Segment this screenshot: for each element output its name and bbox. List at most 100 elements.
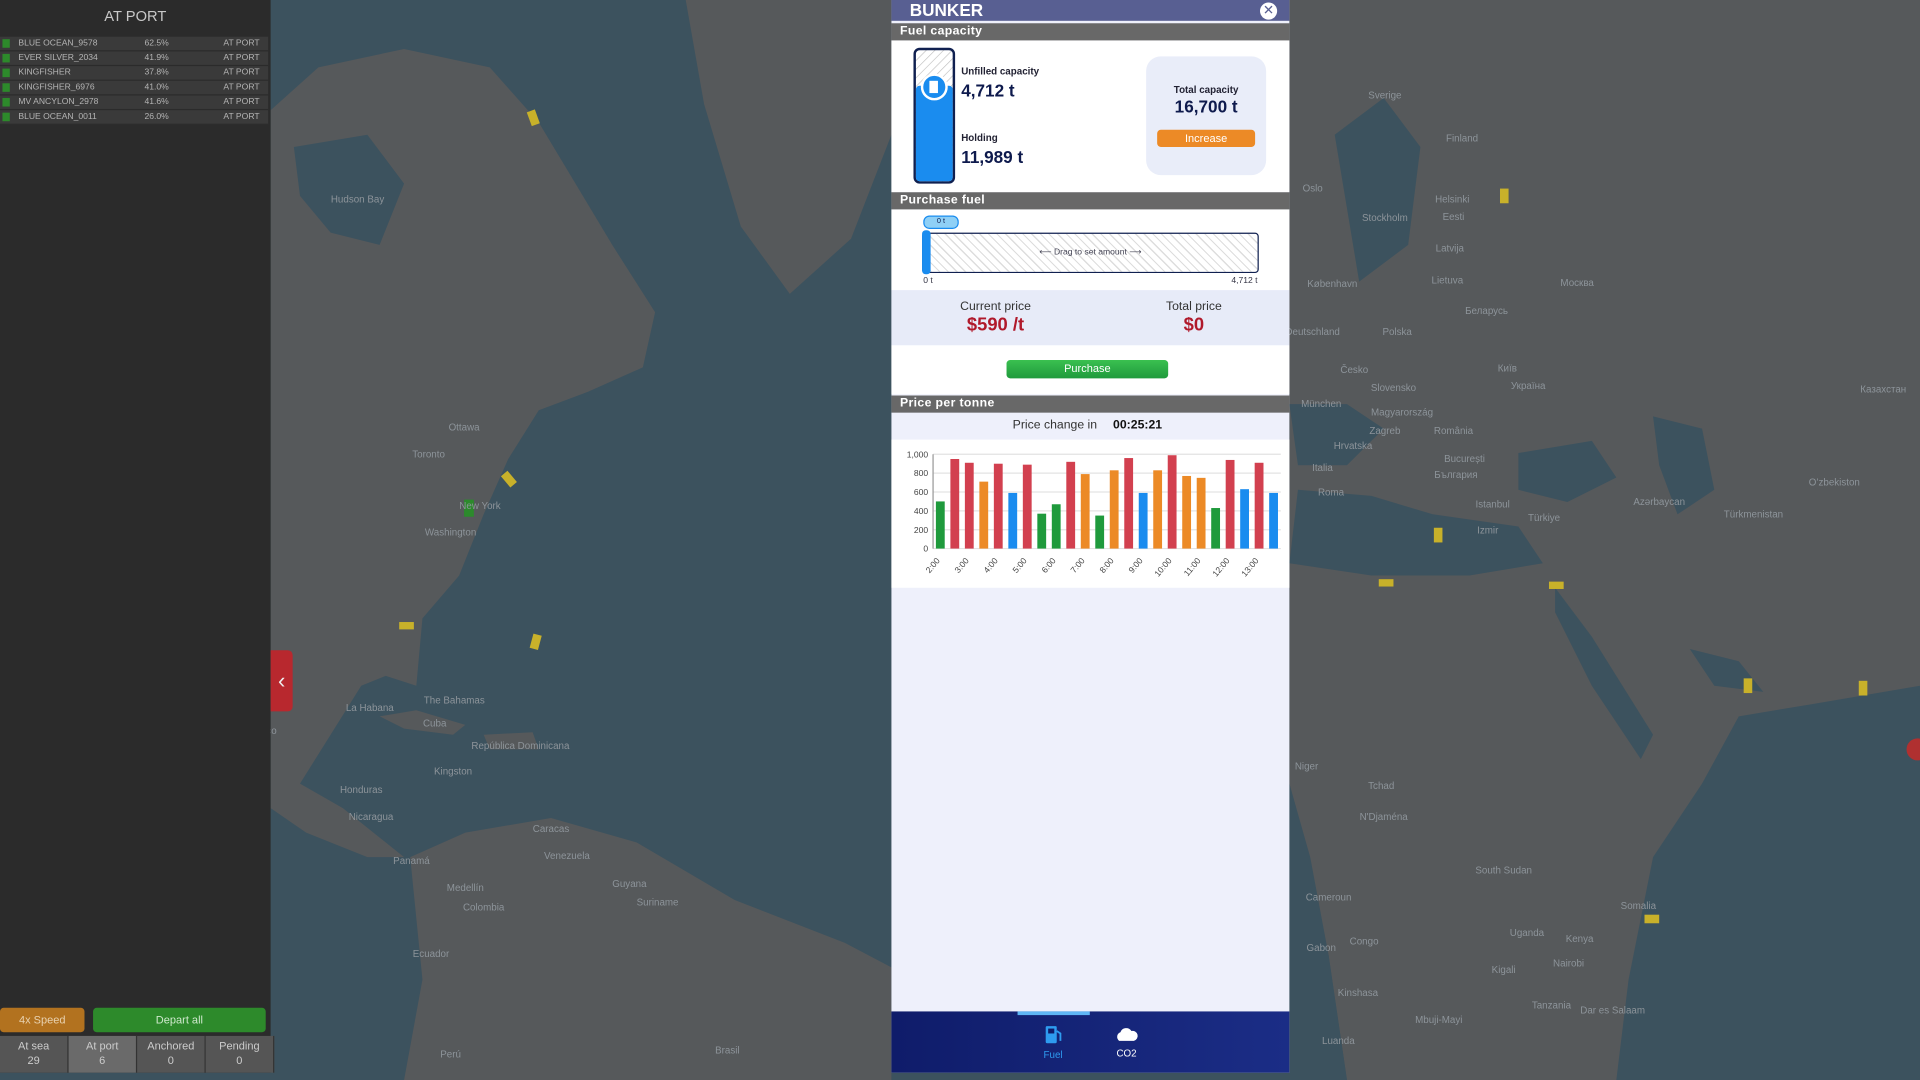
ship-fuel: 37.8% bbox=[144, 68, 169, 78]
co2-tab[interactable]: CO2 bbox=[1116, 1048, 1137, 1060]
fuel-tab[interactable]: Fuel bbox=[1043, 1049, 1063, 1061]
ship-status: AT PORT bbox=[223, 83, 260, 92]
slider-handle[interactable] bbox=[922, 230, 931, 275]
increase-button[interactable]: Increase bbox=[1157, 129, 1256, 147]
stat-value: 29 bbox=[27, 1054, 40, 1067]
map-label: Česko bbox=[1340, 364, 1369, 376]
ship-fuel: 41.6% bbox=[144, 97, 169, 107]
map-label: Eesti bbox=[1442, 211, 1465, 223]
map-label: Tanzania bbox=[1531, 999, 1572, 1011]
map-label: Italia bbox=[1312, 462, 1333, 474]
ship-row[interactable]: MV ANCYLON_2978 41.6% AT PORT bbox=[0, 95, 269, 111]
section-header: Fuel capacity bbox=[891, 23, 1290, 41]
section-header: Price per tonne bbox=[891, 395, 1290, 413]
total-value: 16,700 t bbox=[1174, 96, 1238, 117]
sidebar: AT PORT BLUE OCEAN_9578 62.5% AT PORT EVER … bbox=[0, 0, 275, 1073]
map-label: Москва bbox=[1560, 277, 1594, 289]
x-tick-label: 5:00 bbox=[1010, 555, 1029, 574]
bar bbox=[1037, 513, 1047, 549]
close-button[interactable]: ✕ bbox=[1260, 2, 1278, 20]
current-price-label: Current price bbox=[960, 300, 1031, 314]
map-label: Stockholm bbox=[1362, 212, 1408, 224]
y-tick-label: 400 bbox=[914, 506, 929, 516]
ship-name: EVER SILVER_2034 bbox=[18, 53, 98, 63]
collapse-tab[interactable]: ‹ bbox=[270, 650, 293, 712]
ship-row[interactable]: KINGFISHER_6976 41.0% AT PORT bbox=[0, 80, 269, 96]
ship-row[interactable]: EVER SILVER_2034 41.9% AT PORT bbox=[0, 51, 269, 67]
map-label: Helsinki bbox=[1435, 194, 1470, 206]
map-label: Caracas bbox=[532, 823, 570, 835]
map-label: München bbox=[1301, 398, 1342, 410]
ship-marker[interactable] bbox=[526, 109, 540, 127]
ship-name: BLUE OCEAN_0011 bbox=[18, 112, 97, 122]
map-label: New York bbox=[459, 500, 501, 512]
map-label: Perú bbox=[440, 1048, 461, 1060]
slider-track[interactable] bbox=[922, 232, 1259, 274]
bar bbox=[1196, 477, 1206, 549]
stat-label: Pending bbox=[219, 1039, 260, 1052]
x-tick-label: 4:00 bbox=[981, 555, 1000, 574]
holding-label: Holding bbox=[961, 132, 998, 144]
bar bbox=[950, 459, 960, 549]
map-label: Казахстан bbox=[1860, 383, 1907, 395]
map-label: Istanbul bbox=[1475, 498, 1510, 511]
ship-marker[interactable] bbox=[1858, 680, 1868, 696]
ship-marker[interactable] bbox=[529, 633, 542, 650]
map-label: Polska bbox=[1382, 326, 1412, 338]
bar bbox=[935, 501, 945, 549]
ship-markers bbox=[399, 109, 1920, 924]
map-label: Hudson Bay bbox=[330, 194, 385, 206]
map-label: România bbox=[1433, 425, 1474, 437]
co2-icon[interactable] bbox=[1114, 1025, 1138, 1045]
total-price-label: Total price bbox=[1165, 300, 1222, 314]
map-label: Suriname bbox=[636, 896, 679, 908]
map-label: Washington bbox=[424, 527, 477, 539]
ship-row[interactable]: BLUE OCEAN_9578 62.5% AT PORT bbox=[0, 36, 269, 52]
map-label: Zagreb bbox=[1369, 425, 1401, 437]
map-label: Roma bbox=[1317, 486, 1345, 498]
active-tab-indicator bbox=[1017, 1011, 1090, 1016]
ship-marker[interactable] bbox=[399, 622, 414, 630]
ship-row[interactable]: BLUE OCEAN_0011 26.0% AT PORT bbox=[0, 110, 269, 125]
stat-value: 6 bbox=[99, 1054, 106, 1067]
ship-marker[interactable] bbox=[1644, 914, 1660, 924]
bar bbox=[1167, 455, 1177, 549]
ship-marker[interactable] bbox=[1378, 579, 1394, 587]
x-tick-label: 7:00 bbox=[1068, 555, 1087, 574]
ship-marker[interactable] bbox=[1743, 678, 1753, 694]
modal-header bbox=[891, 0, 1290, 21]
speed-button[interactable]: 4x Speed bbox=[0, 1007, 85, 1033]
ship-indicator bbox=[2, 112, 10, 122]
map-label: Slovensko bbox=[1370, 382, 1417, 394]
ship-marker[interactable] bbox=[464, 499, 474, 517]
map-label: Azərbaycan bbox=[1633, 496, 1686, 508]
ship-indicator bbox=[2, 53, 10, 63]
bar bbox=[1080, 474, 1090, 549]
port-marker[interactable] bbox=[1906, 738, 1920, 761]
total-price: $0 bbox=[1183, 314, 1205, 336]
holding-value: 11,989 t bbox=[961, 146, 1024, 167]
ship-row[interactable]: KINGFISHER 37.8% AT PORT bbox=[0, 66, 269, 81]
ship-indicator bbox=[2, 39, 10, 48]
map-label: Cameroun bbox=[1305, 892, 1352, 904]
bar bbox=[964, 462, 974, 549]
map-label: Kingston bbox=[433, 765, 473, 777]
depart-all-button[interactable]: Depart all bbox=[93, 1007, 266, 1033]
map-label: Mbuji-Mayi bbox=[1415, 1014, 1463, 1026]
map-label: República Dominicana bbox=[471, 740, 570, 752]
purchase-button[interactable]: Purchase bbox=[1006, 360, 1169, 379]
bar bbox=[1095, 515, 1105, 549]
fuel-icon[interactable] bbox=[1042, 1024, 1064, 1046]
bar bbox=[1153, 470, 1163, 549]
map-label: The Bahamas bbox=[423, 694, 485, 706]
ship-marker[interactable] bbox=[1433, 527, 1443, 543]
stat-value: 0 bbox=[236, 1054, 243, 1067]
ship-marker[interactable] bbox=[1500, 188, 1509, 204]
y-tick-label: 1,000 bbox=[907, 449, 929, 459]
ship-marker[interactable] bbox=[1548, 581, 1564, 589]
modal-title: BUNKER bbox=[909, 0, 984, 20]
ship-marker[interactable] bbox=[500, 470, 517, 488]
x-tick-label: 12:00 bbox=[1210, 555, 1232, 578]
